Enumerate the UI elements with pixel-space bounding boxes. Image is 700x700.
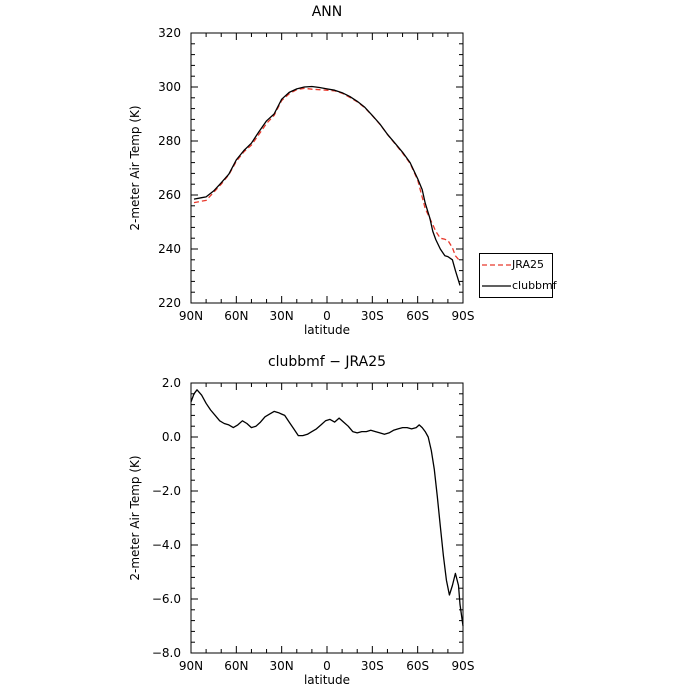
- x-tick-label: 90N: [179, 659, 203, 673]
- legend-swatch-clubbmf: [482, 285, 511, 287]
- series-line: [190, 389, 464, 627]
- y-tick-label: −8.0: [152, 646, 181, 660]
- legend-item-clubbmf: clubbmf: [480, 277, 557, 297]
- legend-label-jra25: JRA25: [512, 258, 544, 271]
- y-tick-label: 300: [158, 80, 181, 94]
- x-tick-label: 90N: [179, 309, 203, 323]
- y-tick-label: 220: [158, 296, 181, 310]
- x-axis-label: latitude: [304, 323, 350, 337]
- legend: JRA25 clubbmf: [479, 253, 557, 298]
- x-tick-label: 30S: [361, 659, 384, 673]
- top-chart-panel: 90N 60N 30N 0 30S 60S 90S 220 240 260 280 300 320 ANN…: [128, 4, 474, 337]
- chart-title: ANN: [312, 4, 343, 20]
- legend-label-clubbmf: clubbmf: [512, 279, 557, 292]
- series-line-clubbmf: [193, 85, 461, 286]
- x-tick-label: 0: [323, 309, 331, 323]
- y-tick-label: 260: [158, 188, 181, 202]
- x-tick-label: 90S: [452, 309, 475, 323]
- y-tick-label: −6.0: [152, 592, 181, 606]
- y-tick-label: 320: [158, 26, 181, 40]
- legend-swatch-jra25: [482, 264, 511, 266]
- x-tick-label: 60N: [224, 309, 248, 323]
- plot-frame: [190, 382, 464, 654]
- y-tick-label: 240: [158, 242, 181, 256]
- bottom-chart-panel: 90N 60N 30N 0 30S 60S 90S −8.0 −6.0 −4.0 −2.0 0.0 2.…: [128, 354, 474, 687]
- legend-item-jra25: JRA25: [480, 256, 554, 276]
- y-tick-label: −4.0: [152, 538, 181, 552]
- x-tick-label: 60S: [406, 309, 429, 323]
- chart-title: clubbmf − JRA25: [268, 354, 386, 370]
- x-tick-label: 30N: [270, 309, 294, 323]
- y-tick-label: 280: [158, 134, 181, 148]
- series-line-jra25: [193, 87, 461, 262]
- x-axis-label: latitude: [304, 673, 350, 687]
- x-tick-label: 0: [323, 659, 331, 673]
- x-tick-label: 30S: [361, 309, 384, 323]
- x-tick-label: 90S: [452, 659, 475, 673]
- x-tick-label: 30N: [270, 659, 294, 673]
- y-axis-label: 2-meter Air Temp (K): [128, 105, 142, 230]
- x-tick-label: 60N: [224, 659, 248, 673]
- y-tick-label: −2.0: [152, 484, 181, 498]
- y-tick-label: 2.0: [162, 376, 181, 390]
- y-tick-label: 0.0: [162, 430, 181, 444]
- y-axis-label: 2-meter Air Temp (K): [128, 455, 142, 580]
- x-tick-label: 60S: [406, 659, 429, 673]
